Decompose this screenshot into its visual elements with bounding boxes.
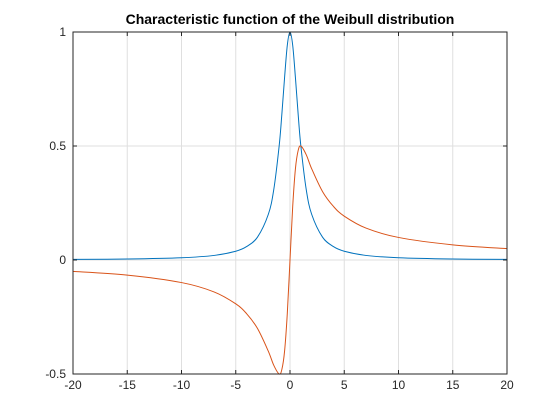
x-tick-label: 10 (392, 378, 406, 392)
x-tick-label: -5 (230, 378, 241, 392)
x-tick-label: -10 (173, 378, 191, 392)
y-tick-label: 0 (59, 253, 66, 267)
x-tick-label: 5 (341, 378, 348, 392)
chart-title: Characteristic function of the Weibull d… (126, 11, 455, 27)
x-tick-label: 0 (287, 378, 294, 392)
x-tick-labels: -20 -15 -10 -5 0 5 10 15 20 (64, 378, 514, 392)
y-tick-labels: -0.5 0 0.5 1 (45, 25, 66, 381)
y-tick-label: 1 (59, 25, 66, 39)
x-tick-label: 15 (446, 378, 460, 392)
x-tick-label: -20 (64, 378, 82, 392)
tick-marks (72, 31, 508, 375)
x-tick-label: 20 (500, 378, 514, 392)
y-tick-label: 0.5 (49, 139, 66, 153)
x-tick-label: -15 (119, 378, 137, 392)
series-line-2 (72, 145, 508, 375)
y-tick-label: -0.5 (45, 367, 66, 381)
